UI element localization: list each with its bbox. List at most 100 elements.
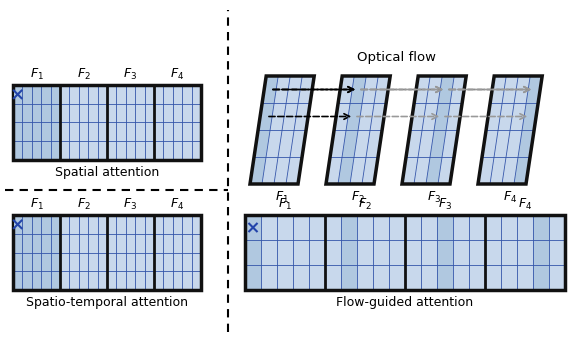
Polygon shape [426,76,442,103]
Bar [357,240,373,265]
Polygon shape [406,130,422,157]
Bar [98,215,107,234]
Bar [69,104,79,122]
Bar [173,234,182,252]
Bar [32,215,41,234]
Text: Spatio-temporal attention: Spatio-temporal attention [26,296,188,309]
Bar [145,271,154,290]
Bar [389,265,405,290]
Bar [79,234,88,252]
Bar [107,122,117,141]
Bar [60,234,69,252]
Bar [549,240,565,265]
Bar [485,240,501,265]
Bar [192,122,201,141]
Bar [182,104,192,122]
Bar [469,215,485,240]
Polygon shape [434,103,450,130]
Bar [533,215,549,240]
Bar [13,252,22,271]
Bar [98,104,107,122]
Bar [135,104,145,122]
Bar [69,215,79,234]
Bar [192,234,201,252]
Bar [261,215,277,240]
Bar [173,141,182,160]
Bar [107,252,117,271]
Bar [107,234,117,252]
Polygon shape [334,103,350,130]
Bar [135,215,145,234]
Polygon shape [286,76,302,103]
Bar [22,271,32,290]
Polygon shape [506,130,522,157]
Polygon shape [494,130,510,157]
Polygon shape [274,76,290,103]
Polygon shape [438,76,454,103]
Bar [79,122,88,141]
Polygon shape [262,76,278,103]
Bar [22,141,32,160]
Bar [117,234,126,252]
Bar [145,122,154,141]
Bar [437,265,453,290]
Polygon shape [290,130,306,157]
Bar [22,252,32,271]
Polygon shape [362,76,378,103]
Polygon shape [346,103,362,130]
Bar [293,240,309,265]
Bar [88,271,98,290]
Bar [163,122,173,141]
Bar [60,104,69,122]
Bar [192,252,201,271]
Bar [60,271,69,290]
Polygon shape [478,157,494,184]
Polygon shape [482,130,498,157]
Polygon shape [342,130,358,157]
Text: $F_2$: $F_2$ [351,190,365,205]
Bar [182,85,192,104]
Bar [261,240,277,265]
Bar [126,85,135,104]
Bar [341,215,357,240]
Bar [117,215,126,234]
Bar [517,265,533,290]
Bar [98,122,107,141]
Polygon shape [502,76,518,103]
Text: $F_1$: $F_1$ [29,67,43,82]
Bar [182,122,192,141]
Bar [50,215,60,234]
Bar [163,252,173,271]
Polygon shape [370,103,386,130]
Bar [154,234,163,252]
Bar [192,104,201,122]
Bar [88,104,98,122]
Polygon shape [438,157,454,184]
Bar [341,240,357,265]
Bar [293,215,309,240]
Text: Optical flow: Optical flow [357,51,435,64]
Bar [117,271,126,290]
Bar [145,141,154,160]
Bar [135,271,145,290]
Polygon shape [446,103,462,130]
Polygon shape [294,103,310,130]
Bar [126,252,135,271]
Bar [22,122,32,141]
Bar [69,271,79,290]
Bar [373,215,389,240]
Bar [32,85,41,104]
Polygon shape [442,130,458,157]
Bar [389,240,405,265]
Bar [154,271,163,290]
Polygon shape [414,76,430,103]
Bar [325,265,341,290]
Bar [405,215,421,240]
Bar [79,141,88,160]
Bar [41,252,50,271]
Polygon shape [270,103,286,130]
Bar [41,271,50,290]
Polygon shape [330,130,346,157]
Polygon shape [490,157,506,184]
Polygon shape [350,76,366,103]
